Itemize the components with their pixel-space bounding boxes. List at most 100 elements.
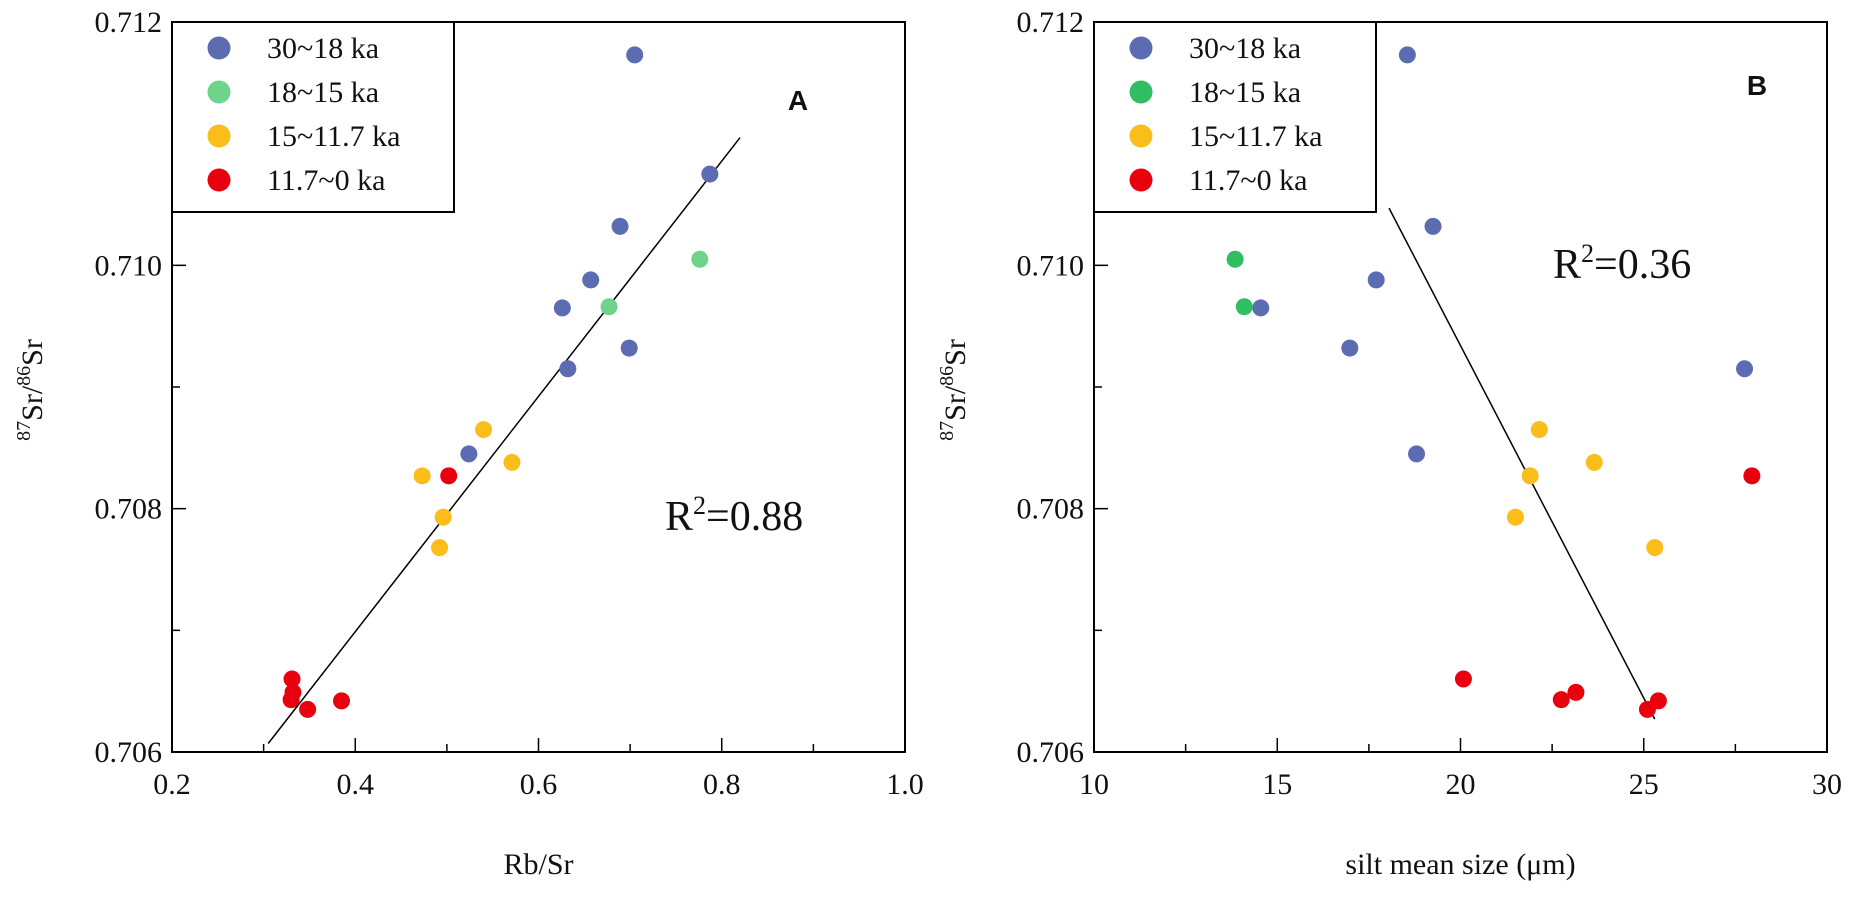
data-point [1649, 692, 1667, 710]
data-point [503, 453, 521, 471]
x-tick-label: 0.4 [337, 768, 375, 801]
data-point [333, 692, 351, 710]
y-axis-title: 87Sr/86Sr [936, 339, 972, 441]
data-point [299, 700, 317, 718]
y-axis-title-text: Sr/ [939, 385, 972, 421]
panel-letter: A [788, 85, 808, 116]
data-point [1736, 360, 1754, 378]
series-15-11-7-ka [413, 421, 521, 557]
data-point [1521, 467, 1539, 485]
legend: 30~18 ka 18~15 ka 15~11.7 ka 11.7~0 ka [171, 21, 455, 213]
data-point [413, 467, 431, 485]
data-point [611, 217, 629, 235]
data-point [1367, 271, 1385, 289]
r-squared-annotation: R2=0.88 [665, 491, 803, 540]
r-squared-superscript: 2 [1581, 239, 1594, 268]
legend-label: 30~18 ka [1189, 32, 1301, 65]
data-point [1552, 691, 1570, 709]
series-30-18-ka [1252, 46, 1754, 463]
data-point [691, 250, 709, 268]
data-point [600, 298, 618, 316]
legend-marker [207, 80, 231, 104]
data-point [1454, 670, 1472, 688]
y-tick-label: 0.712 [95, 6, 163, 39]
x-tick-label: 1.0 [886, 768, 924, 801]
y-tick-label: 0.710 [1017, 249, 1085, 282]
data-point [626, 46, 644, 64]
y-tick-label: 0.706 [1017, 736, 1085, 769]
x-tick-label: 30 [1812, 768, 1842, 801]
panel-b: 10 15 20 25 30 0.706 0.708 0.710 0.712 silt mean … [936, 6, 1842, 881]
data-point [1408, 445, 1426, 463]
panel-a: 0.2 0.4 0.6 0.8 1.0 0.706 0.708 0.710 0.712 Rb/Sr… [13, 6, 924, 881]
data-point [1743, 467, 1761, 485]
data-point [553, 299, 571, 317]
y-tick-label: 0.712 [1017, 6, 1085, 39]
r-squared-base: R [665, 494, 693, 540]
series-11-7-0-ka [1454, 467, 1761, 718]
y-axis-title-text: Sr [16, 339, 49, 366]
legend-label: 18~15 ka [267, 76, 379, 109]
y-axis-title-text: Sr [939, 339, 972, 366]
data-point [434, 508, 452, 526]
regression-line [1388, 207, 1656, 720]
legend-marker [1129, 124, 1153, 148]
x-tick-label: 25 [1629, 768, 1659, 801]
x-tick-label: 20 [1446, 768, 1476, 801]
y-axis-title-superscript: 87 [936, 421, 958, 441]
data-point [1252, 299, 1270, 317]
x-tick-label: 10 [1079, 768, 1109, 801]
series-30-18-ka [460, 46, 719, 463]
data-point [701, 165, 719, 183]
data-point [282, 691, 300, 709]
series-18-15-ka [1226, 250, 1253, 316]
data-point [460, 445, 478, 463]
y-tick-label: 0.706 [95, 736, 163, 769]
data-point [620, 339, 638, 357]
legend-marker [1129, 168, 1153, 192]
data-point [283, 670, 301, 688]
series-18-15-ka [600, 250, 709, 316]
x-tick-label: 0.8 [703, 768, 741, 801]
data-point [1530, 421, 1548, 439]
x-tick-label: 0.6 [520, 768, 558, 801]
legend-label: 11.7~0 ka [267, 164, 385, 197]
data-point [1506, 508, 1524, 526]
data-point [1646, 539, 1664, 557]
data-point [1424, 217, 1442, 235]
series-11-7-0-ka [282, 467, 458, 718]
data-point [440, 467, 458, 485]
panel-letter: B [1747, 70, 1767, 101]
legend-marker [207, 168, 231, 192]
x-tick-label: 15 [1262, 768, 1292, 801]
y-axis-title-superscript: 86 [13, 366, 35, 386]
legend-label: 30~18 ka [267, 32, 379, 65]
data-point [1226, 250, 1244, 268]
y-axis-title: 87Sr/86Sr [13, 339, 49, 441]
legend-marker [1129, 36, 1153, 60]
legend-label: 11.7~0 ka [1189, 164, 1307, 197]
r-squared-value: =0.36 [1594, 242, 1691, 288]
y-axis-title-superscript: 87 [13, 421, 35, 441]
y-tick-label: 0.708 [95, 493, 163, 526]
legend-marker [207, 36, 231, 60]
data-point [582, 271, 600, 289]
data-point [1235, 298, 1253, 316]
legend-label: 15~11.7 ka [1189, 120, 1322, 153]
r-squared-base: R [1553, 242, 1581, 288]
r-squared-superscript: 2 [693, 491, 706, 520]
y-axis-title-text: Sr/ [16, 385, 49, 421]
regression-line [267, 137, 741, 744]
y-tick-label: 0.710 [95, 249, 163, 282]
data-point [1341, 339, 1359, 357]
data-point [475, 421, 493, 439]
y-axis-title-superscript: 86 [936, 366, 958, 386]
x-axis-title: silt mean size (μm) [1345, 848, 1575, 881]
legend-label: 15~11.7 ka [267, 120, 400, 153]
y-tick-label: 0.708 [1017, 493, 1085, 526]
legend-label: 18~15 ka [1189, 76, 1301, 109]
series-15-11-7-ka [1506, 421, 1664, 557]
legend-marker [1129, 80, 1153, 104]
